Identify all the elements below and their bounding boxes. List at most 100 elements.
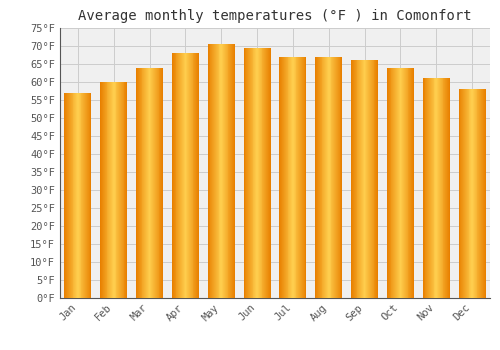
Bar [318, 57, 319, 298]
Bar [187, 53, 188, 298]
Bar [154, 68, 155, 298]
Bar [472, 89, 473, 298]
Bar [88, 93, 90, 298]
Bar [388, 68, 389, 298]
Bar [294, 57, 296, 298]
Bar [268, 48, 270, 298]
Bar [359, 60, 360, 298]
Bar [283, 57, 284, 298]
Bar [468, 89, 469, 298]
Bar [213, 44, 214, 298]
Bar [476, 89, 478, 298]
Bar [246, 48, 247, 298]
Bar [372, 60, 374, 298]
Bar [249, 48, 250, 298]
Bar [142, 68, 144, 298]
Bar [442, 78, 444, 298]
Bar [145, 68, 146, 298]
Bar [338, 57, 340, 298]
Bar [223, 44, 224, 298]
Bar [320, 57, 322, 298]
Bar [232, 44, 233, 298]
Bar [445, 78, 446, 298]
Bar [353, 60, 354, 298]
Bar [362, 60, 363, 298]
Bar [366, 60, 368, 298]
Bar [300, 57, 301, 298]
Bar [113, 82, 114, 298]
Bar [86, 93, 87, 298]
Bar [325, 57, 326, 298]
Bar [374, 60, 376, 298]
Bar [231, 44, 232, 298]
Bar [360, 60, 361, 298]
Bar [220, 44, 221, 298]
Bar [390, 68, 392, 298]
Bar [429, 78, 430, 298]
Bar [218, 44, 220, 298]
Bar [116, 82, 117, 298]
Bar [172, 53, 173, 298]
Bar [256, 48, 257, 298]
Bar [392, 68, 393, 298]
Bar [288, 57, 290, 298]
Bar [322, 57, 324, 298]
Bar [114, 82, 116, 298]
Bar [100, 82, 101, 298]
Bar [179, 53, 180, 298]
Bar [426, 78, 428, 298]
Bar [226, 44, 228, 298]
Bar [178, 53, 179, 298]
Bar [285, 57, 286, 298]
Bar [482, 89, 483, 298]
Bar [262, 48, 264, 298]
Bar [146, 68, 147, 298]
Bar [74, 93, 75, 298]
Bar [465, 89, 466, 298]
Bar [332, 57, 333, 298]
Bar [267, 48, 268, 298]
Bar [471, 89, 472, 298]
Title: Average monthly temperatures (°F ) in Comonfort: Average monthly temperatures (°F ) in Co… [78, 9, 472, 23]
Bar [446, 78, 447, 298]
Bar [160, 68, 161, 298]
Bar [90, 93, 92, 298]
Bar [444, 78, 445, 298]
Bar [317, 57, 318, 298]
Bar [194, 53, 196, 298]
Bar [259, 48, 260, 298]
Bar [439, 78, 440, 298]
Bar [327, 57, 328, 298]
Bar [105, 82, 106, 298]
Bar [150, 68, 152, 298]
Bar [447, 78, 448, 298]
Bar [136, 68, 137, 298]
Bar [483, 89, 484, 298]
Bar [329, 57, 330, 298]
Bar [319, 57, 320, 298]
Bar [233, 44, 234, 298]
Bar [189, 53, 190, 298]
Bar [173, 53, 174, 298]
Bar [394, 68, 395, 298]
Bar [161, 68, 162, 298]
Bar [290, 57, 291, 298]
Bar [282, 57, 283, 298]
Bar [293, 57, 294, 298]
Bar [184, 53, 186, 298]
Bar [155, 68, 156, 298]
Bar [152, 68, 153, 298]
Bar [406, 68, 408, 298]
Bar [330, 57, 332, 298]
Bar [188, 53, 189, 298]
Bar [361, 60, 362, 298]
Bar [197, 53, 198, 298]
Bar [228, 44, 230, 298]
Bar [356, 60, 358, 298]
Bar [75, 93, 76, 298]
Bar [72, 93, 74, 298]
Bar [423, 78, 424, 298]
Bar [335, 57, 336, 298]
Bar [431, 78, 432, 298]
Bar [84, 93, 85, 298]
